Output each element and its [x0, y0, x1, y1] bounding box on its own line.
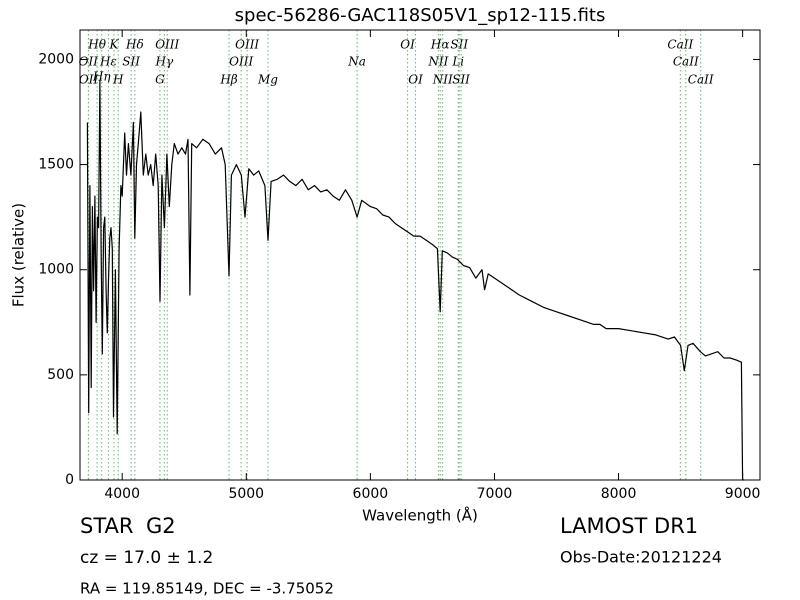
x-tick-label: 7000 [477, 486, 513, 502]
spectral-line-label: Na [347, 55, 366, 69]
y-tick-label: 0 [65, 472, 74, 488]
obs-date: Obs-Date:20121224 [560, 548, 722, 567]
y-tick-label: 500 [47, 367, 74, 383]
plot-frame [79, 29, 761, 481]
spectral-line-label: OI [408, 73, 423, 87]
spectral-line-label: Hθ [87, 38, 106, 52]
y-tick-label: 1500 [38, 157, 74, 173]
spectral-line-label: K [109, 38, 120, 52]
spectral-line-label: Mg [257, 73, 278, 87]
x-axis-label: Wavelength (Å) [362, 506, 478, 525]
spectral-line-label: OII [79, 73, 99, 87]
spectral-line-label: NII [427, 55, 448, 69]
survey: LAMOST DR1 [560, 514, 698, 538]
y-tick-label: 2000 [38, 51, 74, 67]
x-tick-label: 6000 [353, 486, 389, 502]
x-tick-label: 9000 [725, 486, 761, 502]
spectral-line-label: Li [451, 55, 464, 69]
spectral-line-label: Hε [99, 55, 117, 69]
x-tick-label: 4000 [104, 486, 140, 502]
spectrum-line [86, 79, 744, 481]
spectral-line-label: Hβ [219, 73, 237, 87]
spectral-line-label: OIII [235, 38, 259, 52]
spectral-line-label: OIII [229, 55, 253, 69]
x-tick-label: 8000 [601, 486, 637, 502]
object-class: STAR [80, 514, 133, 538]
x-tick-label: 5000 [228, 486, 264, 502]
chart-title: spec-56286-GAC118S05V1_sp12-115.fits [235, 5, 606, 26]
spectral-line-label: Hα [430, 38, 450, 52]
spectral-line-label: SII [122, 55, 140, 69]
spectral-line-label: CaII [673, 55, 699, 69]
redshift: cz = 17.0 ± 1.2 [80, 548, 213, 568]
spectral-line-label: SII [452, 73, 470, 87]
spectral-line-label: SII [450, 38, 468, 52]
y-tick-label: 1000 [38, 262, 74, 278]
object-subclass: G2 [146, 514, 176, 538]
spectral-line-label: CaII [688, 73, 714, 87]
spectral-line-label: OI [400, 38, 415, 52]
spectral-line-label: Hδ [125, 38, 144, 52]
coordinates: RA = 119.85149, DEC = -3.75052 [80, 580, 334, 598]
spectral-line-label: NII [432, 73, 453, 87]
spectral-line-label: H [112, 73, 124, 87]
y-axis-label: Flux (relative) [10, 203, 28, 307]
spectral-line-label: Hη [92, 70, 111, 84]
spectral-line-label: G [155, 73, 165, 87]
spectral-line-label: Hγ [155, 55, 174, 69]
spectral-line-label: OII [79, 55, 99, 69]
spectral-line-label: OIII [155, 38, 179, 52]
spectral-line-label: CaII [667, 38, 693, 52]
